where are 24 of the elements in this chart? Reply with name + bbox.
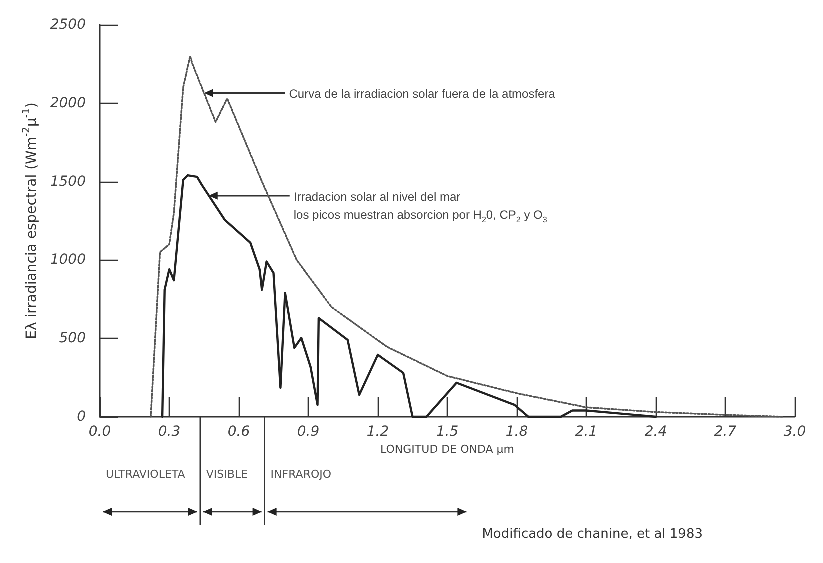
x-tick-label: 1.2 bbox=[366, 424, 390, 440]
x-tick-label: 0.9 bbox=[297, 424, 320, 440]
text: VISIBLE bbox=[206, 468, 248, 481]
x-tick-label: 1.8 bbox=[506, 424, 528, 440]
y-tick-label: 1500 bbox=[50, 174, 86, 190]
y-tick-label: 2000 bbox=[50, 95, 86, 112]
x-tick-label: 3.0 bbox=[784, 424, 806, 440]
text: ULTRAVIOLETA bbox=[106, 468, 186, 481]
text: Modificado de chanine, et al 1983 bbox=[482, 527, 704, 542]
y-tick-label: 0 bbox=[77, 409, 86, 425]
y-tick-label: 2500 bbox=[50, 17, 86, 33]
x-axis-title: LONGITUD DE ONDA µm bbox=[380, 442, 514, 456]
x-tick-label: 0.6 bbox=[228, 424, 250, 440]
text: INFRAROJO bbox=[270, 468, 332, 481]
x-tick-label: 1.5 bbox=[436, 424, 459, 440]
x-tick-label: 2.1 bbox=[575, 424, 598, 440]
y-tick-label: 500 bbox=[59, 330, 86, 347]
y-tick-label: 1000 bbox=[50, 252, 86, 268]
x-tick-label: 2.4 bbox=[644, 424, 668, 440]
x-tick-label: 2.7 bbox=[714, 424, 737, 440]
x-tick-label: 0.3 bbox=[158, 424, 181, 440]
x-tick-label: 0.0 bbox=[88, 424, 112, 440]
annotation: Curva de la irradiacion solar fuera de la atmosfera bbox=[289, 87, 556, 102]
y-axis-title: Eλ irradiancia espectral (Wm-2µ-1) bbox=[22, 102, 40, 340]
